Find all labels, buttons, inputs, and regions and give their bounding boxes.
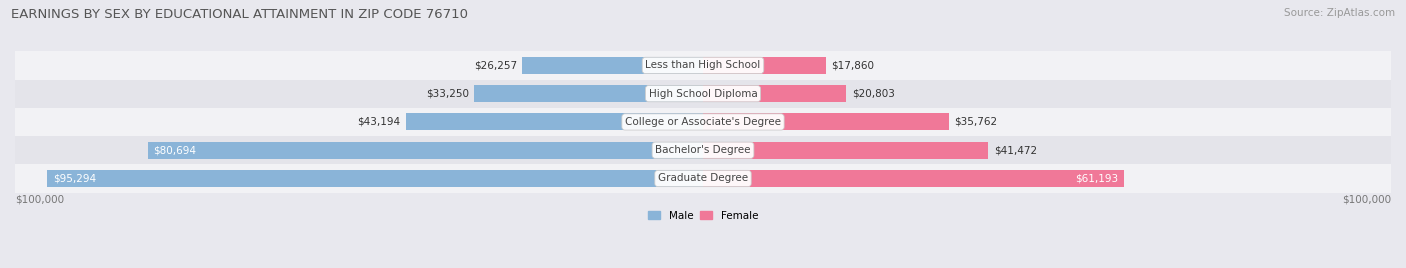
- Text: Bachelor's Degree: Bachelor's Degree: [655, 145, 751, 155]
- Bar: [703, 170, 1123, 187]
- Text: Less than High School: Less than High School: [645, 60, 761, 70]
- Bar: [48, 170, 703, 187]
- Text: $35,762: $35,762: [955, 117, 998, 127]
- Text: $80,694: $80,694: [153, 145, 197, 155]
- Text: College or Associate's Degree: College or Associate's Degree: [626, 117, 780, 127]
- Bar: [15, 51, 1391, 80]
- Bar: [15, 136, 1391, 164]
- Text: High School Diploma: High School Diploma: [648, 89, 758, 99]
- Legend: Male, Female: Male, Female: [648, 211, 758, 221]
- Text: EARNINGS BY SEX BY EDUCATIONAL ATTAINMENT IN ZIP CODE 76710: EARNINGS BY SEX BY EDUCATIONAL ATTAINMEN…: [11, 8, 468, 21]
- Bar: [703, 85, 846, 102]
- Text: $26,257: $26,257: [474, 60, 517, 70]
- Text: $100,000: $100,000: [1341, 194, 1391, 204]
- Text: $100,000: $100,000: [15, 194, 65, 204]
- Text: $61,193: $61,193: [1076, 173, 1119, 184]
- Bar: [523, 57, 703, 74]
- Bar: [474, 85, 703, 102]
- Bar: [15, 80, 1391, 108]
- Text: $43,194: $43,194: [357, 117, 401, 127]
- Text: $33,250: $33,250: [426, 89, 468, 99]
- Bar: [703, 57, 825, 74]
- Text: $95,294: $95,294: [53, 173, 96, 184]
- Text: $17,860: $17,860: [831, 60, 875, 70]
- Text: $41,472: $41,472: [994, 145, 1038, 155]
- Bar: [703, 142, 988, 159]
- Bar: [148, 142, 703, 159]
- Text: Graduate Degree: Graduate Degree: [658, 173, 748, 184]
- Bar: [15, 108, 1391, 136]
- Bar: [15, 164, 1391, 193]
- Bar: [703, 113, 949, 131]
- Text: Source: ZipAtlas.com: Source: ZipAtlas.com: [1284, 8, 1395, 18]
- Text: $20,803: $20,803: [852, 89, 894, 99]
- Bar: [406, 113, 703, 131]
